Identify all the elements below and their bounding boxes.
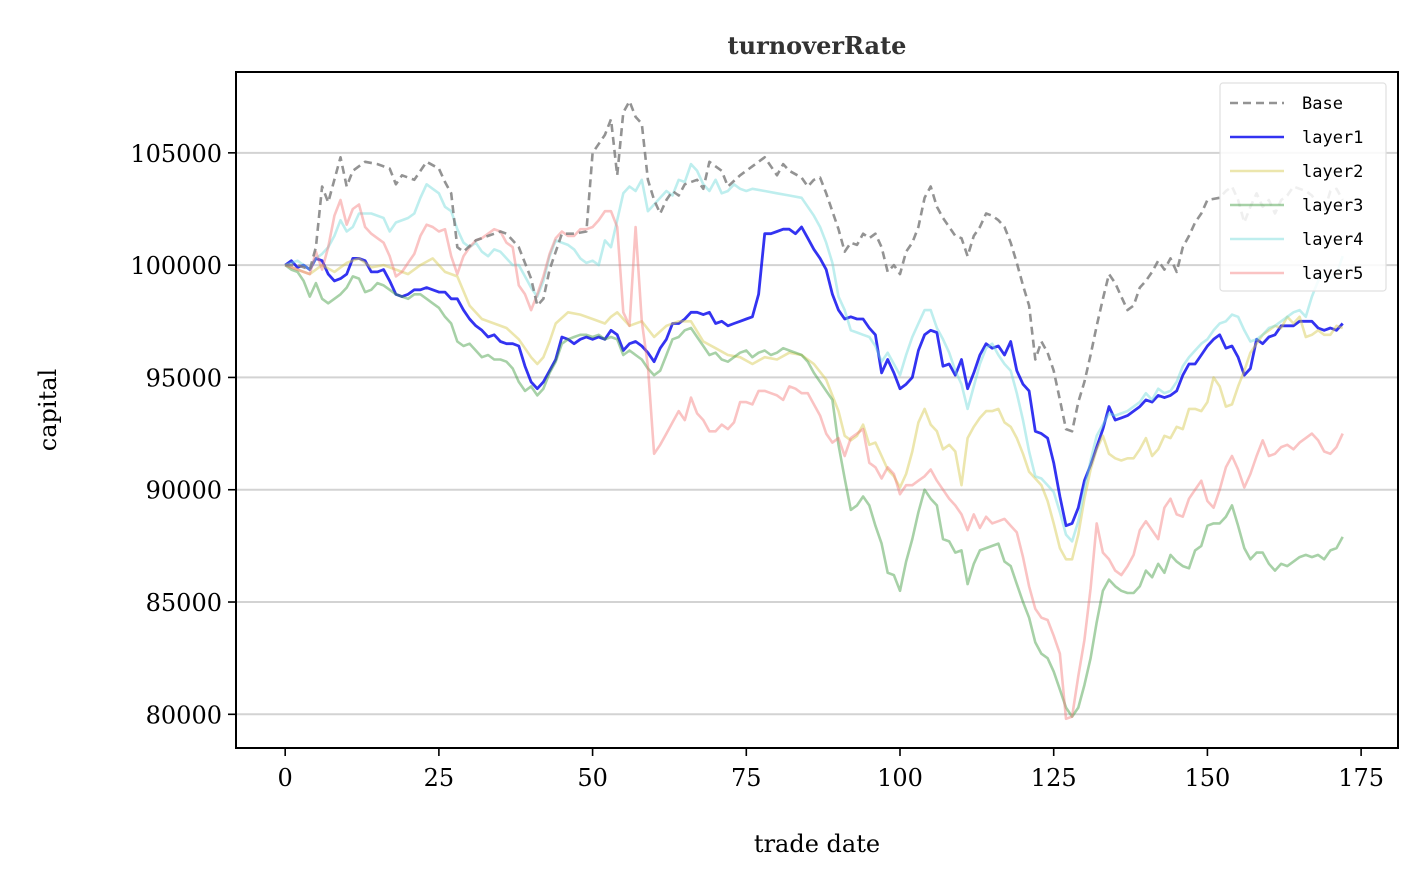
y-axis-label: capital	[34, 369, 62, 451]
y-tick-label: 90000	[146, 477, 222, 505]
series-line-layer1	[284, 225, 1344, 528]
legend: Base layer1 layer2 layer3 layer4 layer5	[1219, 82, 1387, 292]
legend-box	[1219, 82, 1387, 292]
y-tick-label: 100000	[130, 252, 222, 280]
legend-label-layer4: layer4	[1302, 230, 1363, 250]
legend-label-layer2: layer2	[1302, 162, 1363, 182]
x-tick-label: 150	[1185, 764, 1231, 792]
x-tick-label: 0	[278, 764, 293, 792]
series-lines	[284, 99, 1344, 721]
y-tick-label: 80000	[146, 701, 222, 729]
plot-frame	[235, 71, 1399, 749]
series-line-layer4	[284, 162, 1344, 543]
x-tick-label: 25	[424, 764, 455, 792]
grid-lines	[236, 151, 1398, 716]
legend-label-Base: Base	[1302, 94, 1343, 114]
legend-label-layer1: layer1	[1302, 128, 1363, 148]
series-line-layer5	[284, 198, 1344, 721]
x-axis-label: trade date	[754, 830, 880, 858]
x-tick-label: 50	[577, 764, 608, 792]
x-tick-label: 75	[731, 764, 762, 792]
x-tick-label: 175	[1338, 764, 1384, 792]
x-tick-label: 125	[1031, 764, 1077, 792]
y-tick-label: 85000	[146, 589, 222, 617]
y-tick-label: 95000	[146, 364, 222, 392]
x-axis: 0 25 50 75 100 125 150 175	[278, 748, 1384, 792]
x-tick-label: 100	[877, 764, 923, 792]
y-tick-label: 105000	[130, 140, 222, 168]
series-line-layer2	[284, 257, 1344, 561]
series-line-layer3	[284, 264, 1344, 718]
y-axis: 80000 85000 90000 95000 100000 105000	[130, 140, 236, 729]
legend-label-layer5: layer5	[1302, 264, 1363, 284]
chart-title: turnoverRate	[728, 31, 907, 60]
legend-label-layer3: layer3	[1302, 196, 1363, 216]
series-line-Base	[285, 99, 1344, 433]
